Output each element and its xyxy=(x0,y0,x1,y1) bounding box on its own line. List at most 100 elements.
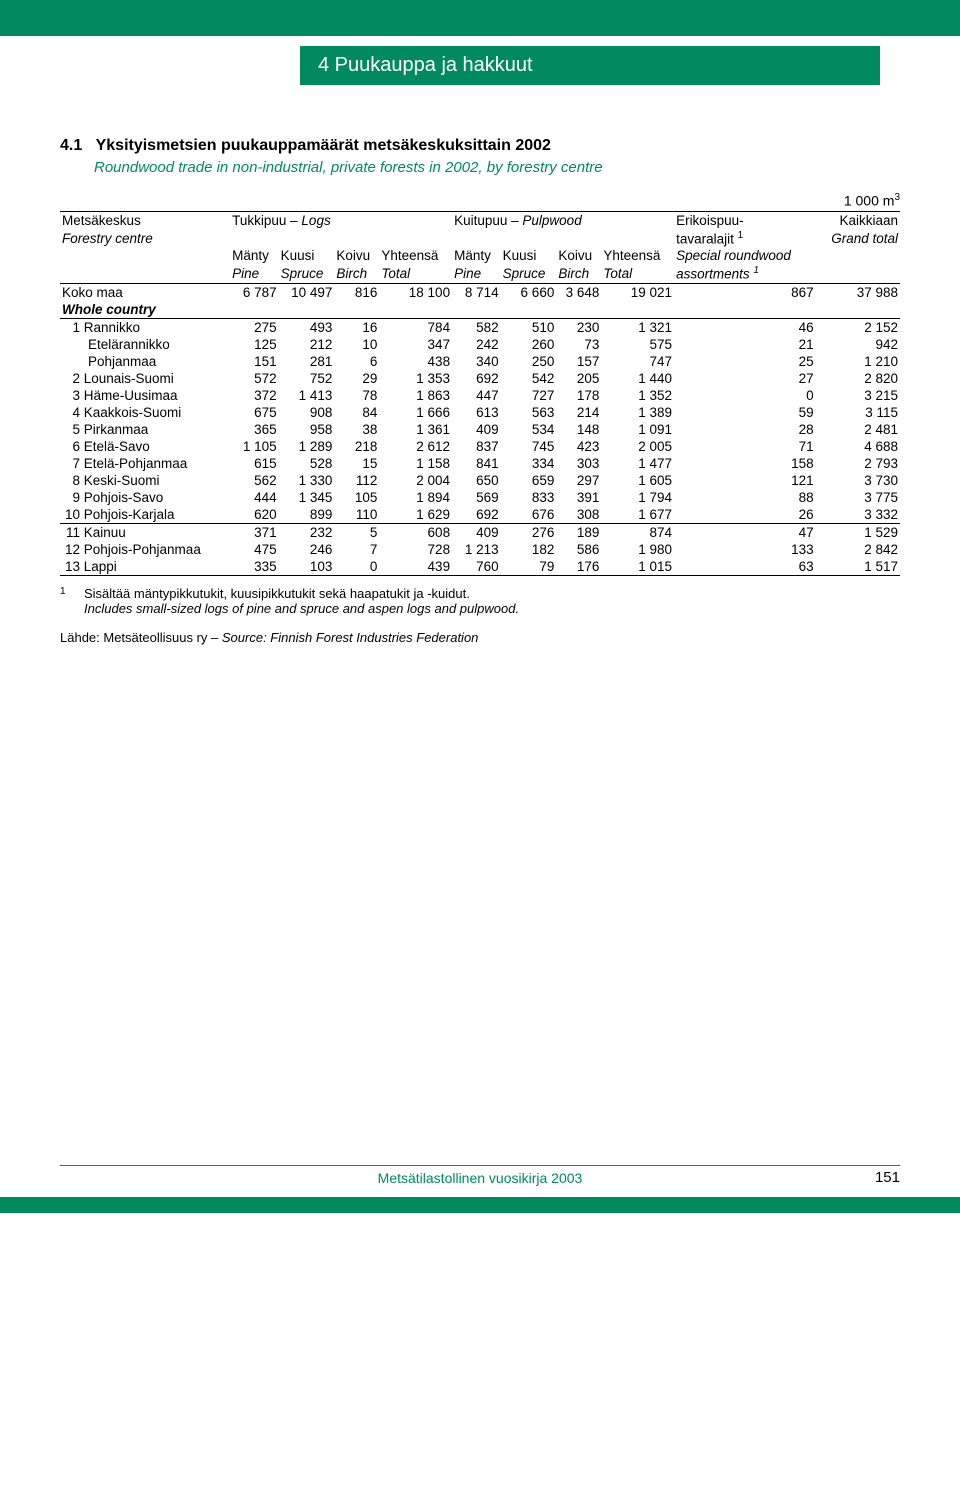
cell: 438 xyxy=(379,353,452,370)
unit-text: 1 000 m xyxy=(844,193,895,209)
cell: 615 xyxy=(230,455,279,472)
cell: 613 xyxy=(452,404,501,421)
data-table: Metsäkeskus Tukkipuu – Logs Kuitupuu – P… xyxy=(60,211,900,576)
cell: 178 xyxy=(556,387,601,404)
cell: 189 xyxy=(556,523,601,541)
cell: 242 xyxy=(452,336,501,353)
special-sup2: 1 xyxy=(753,265,759,276)
cell: 2 005 xyxy=(601,438,674,455)
cell: 29 xyxy=(334,370,379,387)
hdr-total-fi: Kaikkiaan xyxy=(816,211,900,229)
cell: 133 xyxy=(674,541,816,558)
content: 4.1 Yksityismetsien puukauppamäärät mets… xyxy=(0,85,960,645)
cell: 63 xyxy=(674,558,816,576)
cell: 103 xyxy=(279,558,335,576)
cell: 1 477 xyxy=(601,455,674,472)
cell: 3 215 xyxy=(816,387,900,404)
cell: 16 xyxy=(334,318,379,336)
cell: 899 xyxy=(279,506,335,524)
row-label: 1 Rannikko xyxy=(60,318,230,336)
cell: 205 xyxy=(556,370,601,387)
cell: 4 688 xyxy=(816,438,900,455)
footnote-num: 1 xyxy=(60,586,84,616)
cell: 1 361 xyxy=(379,421,452,438)
cell: 692 xyxy=(452,370,501,387)
cell: 908 xyxy=(279,404,335,421)
cell: 212 xyxy=(279,336,335,353)
cell: 3 332 xyxy=(816,506,900,524)
cell: 563 xyxy=(501,404,557,421)
cell: 1 389 xyxy=(601,404,674,421)
cell: 833 xyxy=(501,489,557,506)
cell: 365 xyxy=(230,421,279,438)
cell: 214 xyxy=(556,404,601,421)
sub-e: Pine xyxy=(452,264,501,283)
cell: 586 xyxy=(556,541,601,558)
cell: 78 xyxy=(334,387,379,404)
cell: 121 xyxy=(674,472,816,489)
top-banner xyxy=(0,0,960,36)
sub-h: Yhteensä xyxy=(601,247,674,264)
cell: 675 xyxy=(230,404,279,421)
cell: 10 497 xyxy=(279,283,335,301)
sub-h: Kuusi xyxy=(279,247,335,264)
cell: 6 787 xyxy=(230,283,279,301)
cell: 28 xyxy=(674,421,816,438)
cell: 218 xyxy=(334,438,379,455)
hdr-special-en1: Special roundwood xyxy=(674,247,816,264)
cell: 534 xyxy=(501,421,557,438)
cell: 1 330 xyxy=(279,472,335,489)
cell: 37 988 xyxy=(816,283,900,301)
cell: 6 xyxy=(334,353,379,370)
source: Lähde: Metsäteollisuus ry – Source: Finn… xyxy=(60,630,900,645)
cell: 752 xyxy=(279,370,335,387)
special-sup: 1 xyxy=(738,230,744,241)
cell: 542 xyxy=(501,370,557,387)
cell: 423 xyxy=(556,438,601,455)
cell: 2 004 xyxy=(379,472,452,489)
whole-en: Whole country xyxy=(60,301,230,319)
cell: 79 xyxy=(501,558,557,576)
cell: 334 xyxy=(501,455,557,472)
row-label: 12 Pohjois-Pohjanmaa xyxy=(60,541,230,558)
cell: 1 980 xyxy=(601,541,674,558)
row-label: 9 Pohjois-Savo xyxy=(60,489,230,506)
row-label: 6 Etelä-Savo xyxy=(60,438,230,455)
footer: Metsätilastollinen vuosikirja 2003 151 xyxy=(0,1165,960,1213)
cell: 73 xyxy=(556,336,601,353)
cell: 176 xyxy=(556,558,601,576)
cell: 15 xyxy=(334,455,379,472)
logs-en: Logs xyxy=(301,213,330,228)
logs-fi: Tukkipuu – xyxy=(232,213,298,228)
row-label: 2 Lounais-Suomi xyxy=(60,370,230,387)
cell: 1 413 xyxy=(279,387,335,404)
row-label: 4 Kaakkois-Suomi xyxy=(60,404,230,421)
cell: 3 648 xyxy=(556,283,601,301)
cell: 1 345 xyxy=(279,489,335,506)
cell: 230 xyxy=(556,318,601,336)
footer-book: Metsätilastollinen vuosikirja 2003 xyxy=(0,1166,960,1186)
sub-e: Total xyxy=(379,264,452,283)
cell: 308 xyxy=(556,506,601,524)
cell: 1 015 xyxy=(601,558,674,576)
cell: 1 666 xyxy=(379,404,452,421)
footnote-fi: Sisältää mäntypikkutukit, kuusipikkutuki… xyxy=(84,586,470,601)
cell: 1 529 xyxy=(816,523,900,541)
sub-e: Birch xyxy=(556,264,601,283)
special-fi2: tavaralajit xyxy=(676,231,734,246)
hdr-logs: Tukkipuu – Logs xyxy=(230,211,452,229)
cell: 569 xyxy=(452,489,501,506)
title-en: Roundwood trade in non-industrial, priva… xyxy=(94,159,603,176)
cell: 3 730 xyxy=(816,472,900,489)
cell: 18 100 xyxy=(379,283,452,301)
hdr-special-1: Erikoispuu- xyxy=(674,211,816,229)
row-label: 7 Etelä-Pohjanmaa xyxy=(60,455,230,472)
cell: 303 xyxy=(556,455,601,472)
hdr-special-2: tavaralajit 1 xyxy=(674,229,816,248)
cell: 727 xyxy=(501,387,557,404)
cell: 528 xyxy=(279,455,335,472)
cell: 816 xyxy=(334,283,379,301)
cell: 1 677 xyxy=(601,506,674,524)
sub-h: Koivu xyxy=(334,247,379,264)
cell: 1 794 xyxy=(601,489,674,506)
